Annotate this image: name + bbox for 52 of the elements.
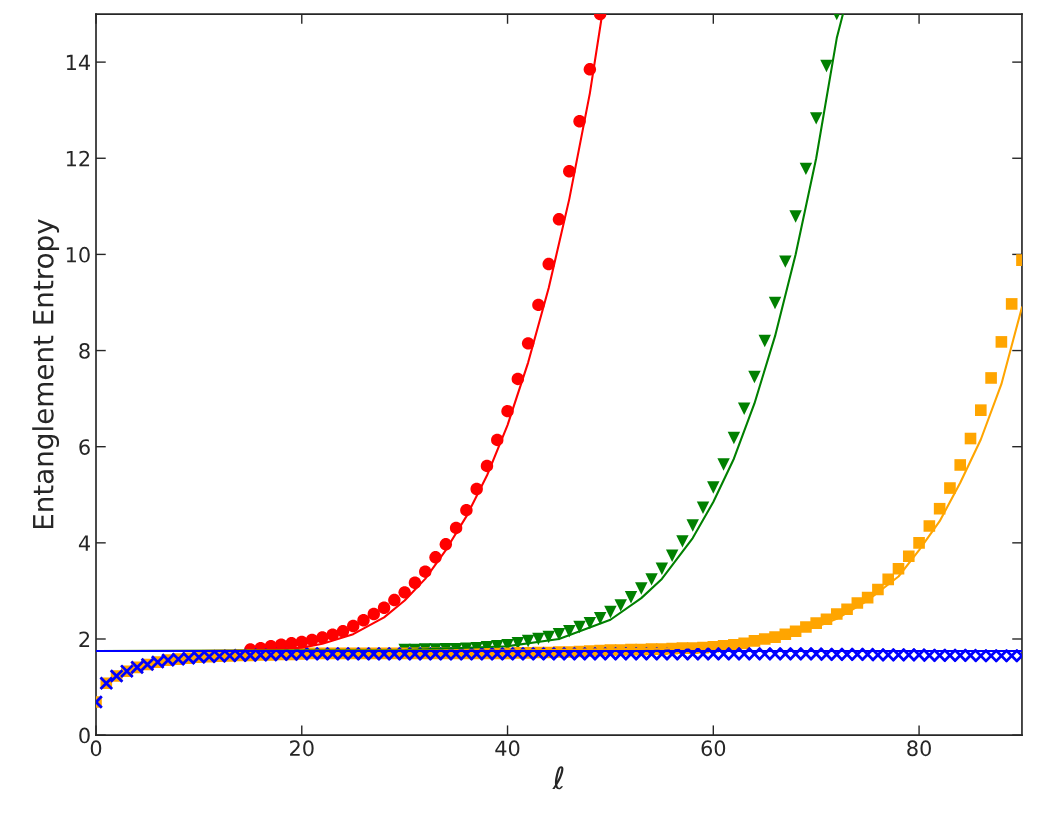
- point: [593, 612, 607, 625]
- x-tick-label: 60: [701, 740, 726, 757]
- point: [737, 402, 751, 415]
- point: [542, 630, 555, 644]
- point: [563, 165, 576, 178]
- point: [820, 59, 833, 73]
- point: [614, 599, 627, 612]
- point: [367, 607, 380, 621]
- point: [686, 519, 699, 532]
- x-axis-title: ℓ: [552, 766, 564, 790]
- point: [717, 458, 730, 471]
- point: [532, 298, 545, 312]
- y-tick-label: 4: [78, 535, 90, 551]
- point: [624, 590, 638, 604]
- y-tick-label: 8: [79, 343, 90, 359]
- point: [336, 625, 350, 638]
- point: [799, 162, 813, 176]
- x-tick-label: 80: [907, 740, 931, 757]
- point: [357, 614, 370, 627]
- point: [696, 501, 710, 514]
- x-tick-label: 20: [290, 740, 314, 757]
- point: [665, 549, 679, 563]
- point: [573, 620, 586, 634]
- x-tick-label: 40: [495, 740, 520, 757]
- point: [552, 627, 566, 641]
- point: [635, 582, 648, 595]
- point: [727, 431, 741, 445]
- x-tick-label: 0: [90, 740, 102, 757]
- point: [789, 210, 802, 223]
- point: [779, 255, 792, 268]
- y-tick-label: 0: [79, 727, 90, 744]
- point: [563, 625, 576, 638]
- point: [676, 535, 689, 548]
- point: [748, 370, 761, 384]
- point: [604, 605, 617, 619]
- y-tick-label: 10: [66, 246, 90, 263]
- point: [583, 616, 597, 630]
- y-tick-label: 6: [79, 439, 90, 455]
- point: [655, 562, 669, 576]
- y-axis-title: Entanglement Entropy: [32, 219, 60, 529]
- y-tick-label: 12: [66, 150, 90, 167]
- point: [707, 481, 720, 494]
- point: [645, 573, 658, 586]
- y-tick-label: 14: [66, 54, 90, 71]
- y-tick-label: 2: [79, 631, 90, 647]
- point: [758, 334, 771, 348]
- point: [347, 619, 360, 633]
- point: [768, 296, 782, 310]
- point: [809, 112, 823, 125]
- point: [388, 593, 401, 607]
- point: [377, 601, 391, 614]
- point: [398, 586, 411, 599]
